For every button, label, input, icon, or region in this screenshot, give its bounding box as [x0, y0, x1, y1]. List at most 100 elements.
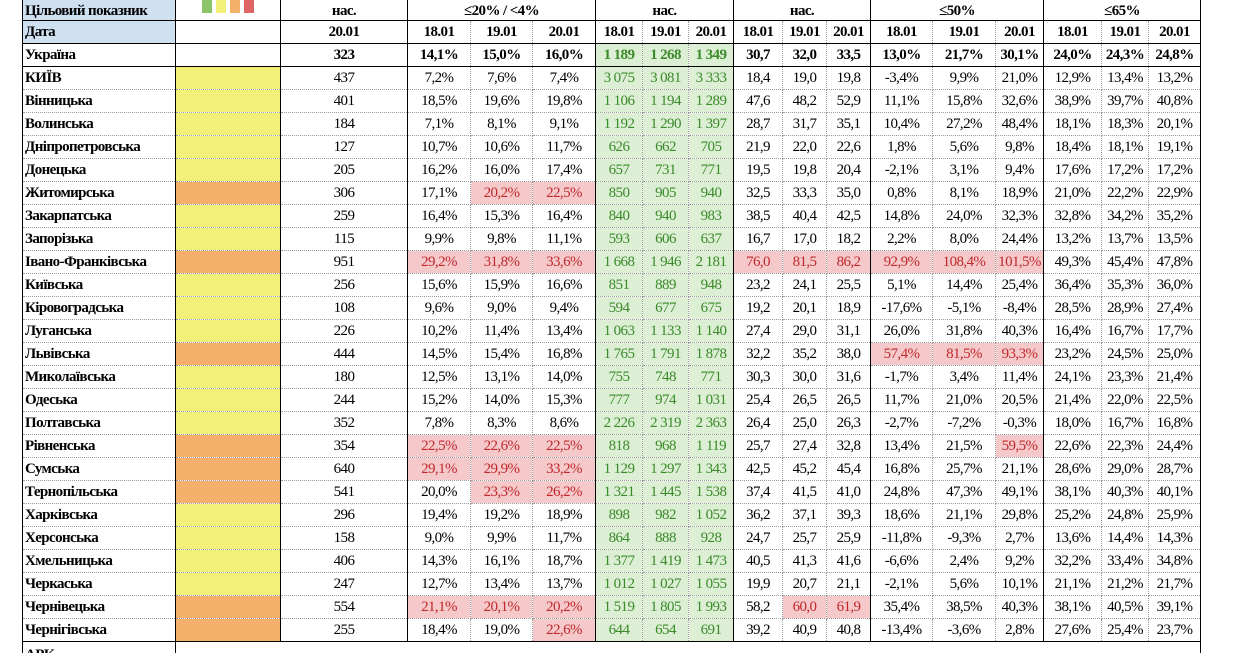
value-cell: 35,1 [826, 112, 871, 136]
region-name: Кіровоградська [22, 296, 176, 320]
value-cell: 25,4 [733, 388, 783, 412]
region-name: Черкаська [22, 572, 176, 596]
value-cell: 25,2% [1043, 503, 1102, 527]
value-cell: 15,3% [532, 388, 596, 412]
value-cell: 16,7% [1101, 319, 1149, 343]
value-cell: 9,2% [995, 549, 1044, 573]
value-cell: 47,6 [733, 89, 783, 113]
value-cell: 11,7% [870, 388, 933, 412]
alert-value-cell: 21,1% [407, 595, 471, 619]
alert-value-cell: 20,1% [470, 595, 533, 619]
table-row: Вінницька 401 18,5% 19,6% 19,8% 1 106 1 194 1 2… [22, 89, 1201, 113]
value-cell: 24,8% [870, 480, 933, 504]
population-cell: 115 [280, 227, 408, 251]
value-cell: 1 878 [688, 342, 734, 366]
value-cell: 771 [688, 158, 734, 182]
value-cell: 28,5% [1043, 296, 1102, 320]
value-cell: 3,4% [932, 365, 996, 389]
value-cell: 25,0 [782, 411, 827, 435]
value-cell: 45,4% [1101, 250, 1149, 274]
value-cell: 2 319 [642, 411, 689, 435]
value-cell: 14,0% [532, 365, 596, 389]
value-cell: 21,5% [932, 434, 996, 458]
population-cell: 108 [280, 296, 408, 320]
status-indicator [175, 549, 281, 573]
value-cell: 32,8 [826, 434, 871, 458]
table-row: Чернігівська 255 18,4% 19,0% 22,6% 644 654 691 3… [22, 618, 1201, 642]
value-cell: 677 [642, 296, 689, 320]
value-cell: 5,6% [932, 135, 996, 159]
alert-value-cell: 20,2% [532, 595, 596, 619]
table-row: Харківська 296 19,4% 19,2% 18,9% 898 982 1 052 3… [22, 503, 1201, 527]
value-cell: 9,9% [932, 66, 996, 90]
value-cell: 28,7% [1148, 457, 1201, 481]
legend-swatch-icon [244, 0, 254, 13]
value-cell: 13,4% [1101, 66, 1149, 90]
value-cell: 17,1% [407, 181, 471, 205]
alert-value-cell: 57,4% [870, 342, 933, 366]
alert-value-cell: 29,1% [407, 457, 471, 481]
date-cell: 18.01 [595, 20, 643, 44]
value-cell: 18,4% [407, 618, 471, 642]
table-row: Рівненська 354 22,5% 22,6% 22,5% 818 968 1 119 2… [22, 434, 1201, 458]
value-cell: 25,4% [1101, 618, 1149, 642]
date-cell: 20.01 [826, 20, 871, 44]
value-cell: 18,0% [1043, 411, 1102, 435]
value-cell: 36,4% [1043, 273, 1102, 297]
value-cell: 2,7% [995, 526, 1044, 550]
table-row: Сумська 640 29,1% 29,9% 33,2% 1 129 1 297 1 343… [22, 457, 1201, 481]
value-cell: 13,7% [532, 572, 596, 596]
value-cell: 888 [642, 526, 689, 550]
value-cell: 864 [595, 526, 643, 550]
value-cell: 21,0% [995, 66, 1044, 90]
value-cell: 25,7% [932, 457, 996, 481]
value-cell: 17,6% [1043, 158, 1102, 182]
value-cell: 25,0% [1148, 342, 1201, 366]
value-cell: 19,8 [826, 66, 871, 90]
value-cell: 41,6 [826, 549, 871, 573]
status-indicator [175, 112, 281, 136]
date-cell: 20.01 [532, 20, 596, 44]
population-cell: 406 [280, 549, 408, 573]
population-cell: 306 [280, 181, 408, 205]
status-indicator [175, 66, 281, 90]
group-label: нас. [733, 0, 871, 21]
value-cell: 9,6% [407, 296, 471, 320]
value-cell: 16,0% [470, 158, 533, 182]
value-cell: 39,2 [733, 618, 783, 642]
region-name: Донецька [22, 158, 176, 182]
table-row: АРК [22, 641, 1201, 653]
value-cell: 1 297 [642, 457, 689, 481]
value-cell: 851 [595, 273, 643, 297]
value-cell: 1 140 [688, 319, 734, 343]
value-cell: -1,7% [870, 365, 933, 389]
value-cell: 705 [688, 135, 734, 159]
value-cell: 12,7% [407, 572, 471, 596]
status-indicator [175, 319, 281, 343]
value-cell: 40,4 [782, 204, 827, 228]
value-cell: 19,6% [470, 89, 533, 113]
value-cell: -6,6% [870, 549, 933, 573]
region-name: Житомирська [22, 181, 176, 205]
row-cells [175, 641, 1201, 653]
value-cell: 16,8% [870, 457, 933, 481]
date-cell: 20.01 [1148, 20, 1201, 44]
value-cell: 637 [688, 227, 734, 251]
value-cell: 42,5 [826, 204, 871, 228]
value-cell: 25,7 [733, 434, 783, 458]
region-name: Тернопільська [22, 480, 176, 504]
value-cell: 21,7% [1148, 572, 1201, 596]
value-cell: 974 [642, 388, 689, 412]
value-cell: 22,3% [1101, 434, 1149, 458]
value-cell: 14,0% [470, 388, 533, 412]
value-cell: 17,2% [1101, 158, 1149, 182]
table-row: Тернопільська 541 20,0% 23,3% 26,2% 1 321 1 44… [22, 480, 1201, 504]
value-cell: 1 031 [688, 388, 734, 412]
value-cell: 19,2 [733, 296, 783, 320]
value-cell: 22,2% [1101, 181, 1149, 205]
alert-value-cell: 81,5 [782, 250, 827, 274]
table-row: Кіровоградська 108 9,6% 9,0% 9,4% 594 677 675 19… [22, 296, 1201, 320]
value-cell: 29,0% [1101, 457, 1149, 481]
date-cell: 20.01 [280, 20, 408, 44]
value-cell: 22,9% [1148, 181, 1201, 205]
